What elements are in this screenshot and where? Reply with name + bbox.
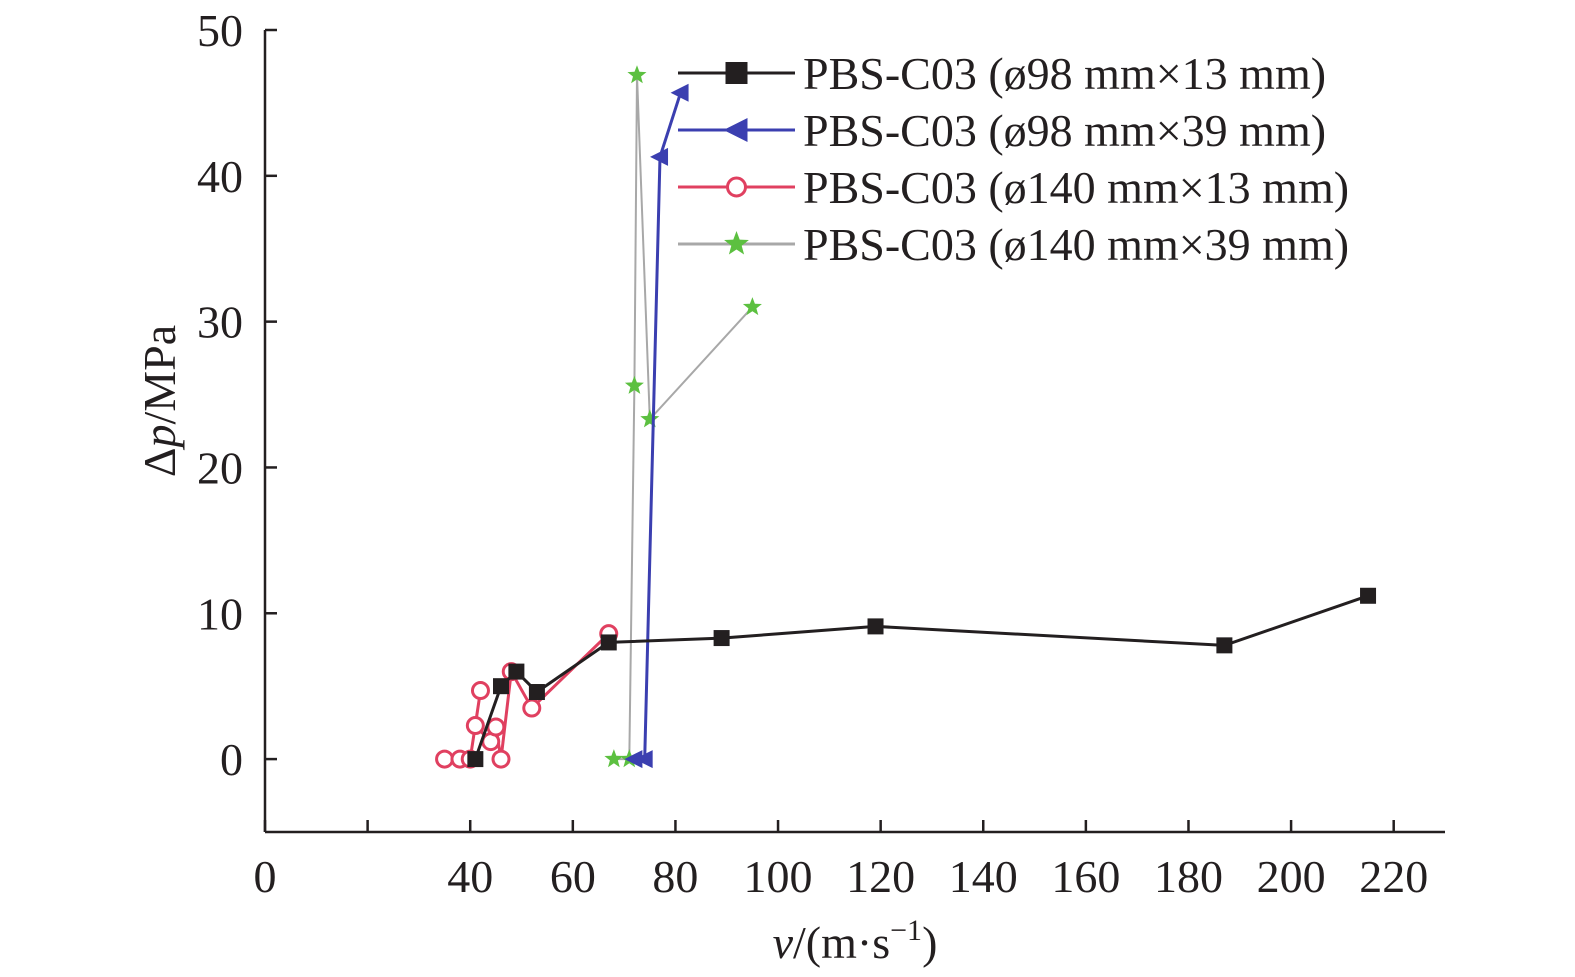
y-axis-symbol: p bbox=[134, 425, 185, 451]
axes bbox=[263, 30, 1445, 834]
y-axis-ticks: 0 10 20 30 40 50 bbox=[197, 5, 277, 785]
x-axis-symbol: v bbox=[773, 917, 794, 968]
data-point-triangle bbox=[624, 750, 643, 769]
x-tick-label: 220 bbox=[1359, 851, 1428, 902]
data-point-circle bbox=[435, 749, 455, 769]
data-point-square bbox=[1216, 637, 1233, 654]
legend-label: PBS-C03 (ø140 mm×13 mm) bbox=[803, 162, 1349, 213]
data-point-square bbox=[528, 684, 545, 701]
data-point-circle bbox=[465, 716, 485, 736]
series-2 bbox=[624, 83, 689, 769]
data-point-star bbox=[742, 297, 762, 316]
data-point-circle bbox=[486, 717, 506, 737]
y-axis-unit: /MPa bbox=[134, 325, 185, 425]
data-point-star bbox=[624, 375, 644, 394]
x-tick-label: 200 bbox=[1257, 851, 1326, 902]
series-4 bbox=[604, 65, 762, 768]
x-axis-unit: /(m·s bbox=[793, 917, 890, 968]
y-tick-label: 30 bbox=[197, 297, 243, 348]
data-point-square bbox=[508, 663, 525, 680]
series-1 bbox=[467, 587, 1377, 768]
data-point-triangle bbox=[670, 83, 689, 102]
x-axis-unit-close: ) bbox=[922, 917, 937, 968]
x-tick-label: 60 bbox=[550, 851, 596, 902]
x-tick-label: 140 bbox=[949, 851, 1018, 902]
legend-label: PBS-C03 (ø98 mm×13 mm) bbox=[803, 48, 1326, 99]
data-point-square bbox=[467, 751, 484, 768]
data-point-circle bbox=[491, 749, 511, 769]
data-point-square bbox=[867, 618, 884, 635]
data-point-circle bbox=[470, 681, 490, 701]
data-point-square bbox=[725, 62, 748, 84]
data-point-star bbox=[724, 231, 749, 255]
series-3 bbox=[435, 624, 619, 769]
x-tick-label: 40 bbox=[447, 851, 493, 902]
series-line bbox=[444, 632, 610, 761]
legend-item-3: PBS-C03 (ø140 mm×13 mm) bbox=[678, 162, 1349, 213]
legend: PBS-C03 (ø98 mm×13 mm) PBS-C03 (ø98 mm×39… bbox=[678, 48, 1349, 270]
y-tick-label: 50 bbox=[197, 5, 243, 56]
x-tick-label: 160 bbox=[1051, 851, 1120, 902]
data-point-circle bbox=[726, 176, 747, 198]
y-axis-title: Δp/MPa bbox=[134, 325, 185, 477]
y-tick-label: 10 bbox=[197, 588, 243, 639]
data-point-star bbox=[627, 65, 647, 84]
data-point-triangle bbox=[634, 750, 653, 769]
data-point-square bbox=[600, 634, 617, 651]
legend-item-2: PBS-C03 (ø98 mm×39 mm) bbox=[678, 105, 1326, 156]
legend-label: PBS-C03 (ø98 mm×39 mm) bbox=[803, 105, 1326, 156]
data-point-triangle bbox=[723, 118, 748, 142]
plot-area bbox=[435, 65, 1377, 769]
data-point-circle bbox=[522, 698, 542, 718]
x-tick-label: 100 bbox=[744, 851, 813, 902]
data-point-star bbox=[604, 749, 624, 768]
x-tick-label: 80 bbox=[652, 851, 698, 902]
x-axis-ticks: 0 40 60 80 100 120 140 160 180 200 220 bbox=[254, 820, 1428, 902]
y-tick-label: 20 bbox=[197, 442, 243, 493]
data-point-square bbox=[1360, 587, 1377, 604]
x-axis-unit-exponent: −1 bbox=[890, 914, 922, 947]
y-axis-delta: Δ bbox=[134, 448, 185, 478]
x-tick-label: 120 bbox=[846, 851, 915, 902]
legend-item-1: PBS-C03 (ø98 mm×13 mm) bbox=[678, 48, 1326, 99]
x-axis-title: v/(m·s−1) bbox=[773, 914, 938, 968]
data-point-square bbox=[713, 630, 730, 647]
data-point-star bbox=[640, 409, 660, 428]
y-tick-label: 40 bbox=[197, 151, 243, 202]
x-tick-label: 0 bbox=[254, 851, 277, 902]
y-tick-label: 0 bbox=[220, 734, 243, 785]
data-point-square bbox=[493, 678, 509, 695]
data-point-triangle bbox=[650, 147, 669, 166]
legend-item-4: PBS-C03 (ø140 mm×39 mm) bbox=[678, 219, 1349, 270]
series-line bbox=[473, 594, 1369, 760]
x-tick-label: 180 bbox=[1154, 851, 1223, 902]
legend-label: PBS-C03 (ø140 mm×39 mm) bbox=[803, 219, 1349, 270]
